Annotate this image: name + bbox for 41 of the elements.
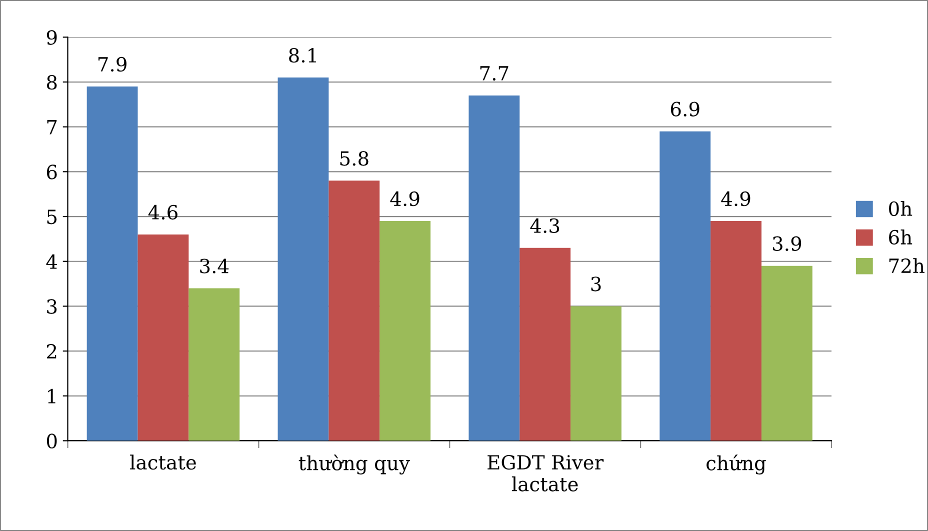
- bar: [138, 234, 189, 441]
- x-tick-label: chứng: [706, 454, 766, 474]
- bar: [188, 288, 240, 441]
- data-label: 3.4: [200, 258, 229, 274]
- data-label: 3.9: [772, 236, 802, 251]
- data-label: 5.8: [340, 151, 368, 166]
- data-label: 4.9: [721, 191, 750, 206]
- y-tick-label: 8: [46, 74, 57, 90]
- y-tick-label: 3: [47, 299, 57, 314]
- data-label: 4.9: [390, 191, 420, 206]
- y-tick-label: 9: [46, 30, 57, 45]
- data-label: 4.6: [148, 204, 178, 220]
- bar: [710, 221, 762, 441]
- y-tick-label: 1: [48, 388, 56, 404]
- y-tick-label: 7: [47, 120, 57, 134]
- y-tick-label: 2: [46, 344, 56, 358]
- legend-label: 72h: [889, 258, 924, 273]
- bar: [660, 131, 711, 441]
- bar: [520, 248, 571, 441]
- bar: [380, 221, 431, 441]
- legend-label: 0h: [889, 201, 912, 216]
- y-tick-label: 6: [46, 164, 57, 180]
- legend-label: 6h: [889, 230, 912, 245]
- data-label: 8.1: [289, 48, 316, 63]
- x-tick-label: lactate: [130, 454, 196, 470]
- data-label: 3: [591, 276, 601, 292]
- y-tick-label: 4: [46, 254, 58, 269]
- data-label: 7.9: [98, 56, 126, 72]
- x-tick-label: thường quy: [298, 454, 410, 474]
- data-label: 6.9: [670, 102, 700, 116]
- x-tick-label: EGDT River lactate: [488, 454, 604, 492]
- bar: [761, 266, 812, 441]
- bar: [278, 78, 329, 441]
- y-tick-label: 5: [47, 210, 57, 224]
- bar: [468, 95, 520, 441]
- data-label: 7.7: [480, 66, 508, 81]
- bar: [328, 180, 380, 441]
- y-tick-label: 0: [46, 434, 57, 448]
- bar: [86, 86, 138, 441]
- bar: [570, 306, 622, 441]
- data-label: 4.3: [530, 218, 560, 234]
